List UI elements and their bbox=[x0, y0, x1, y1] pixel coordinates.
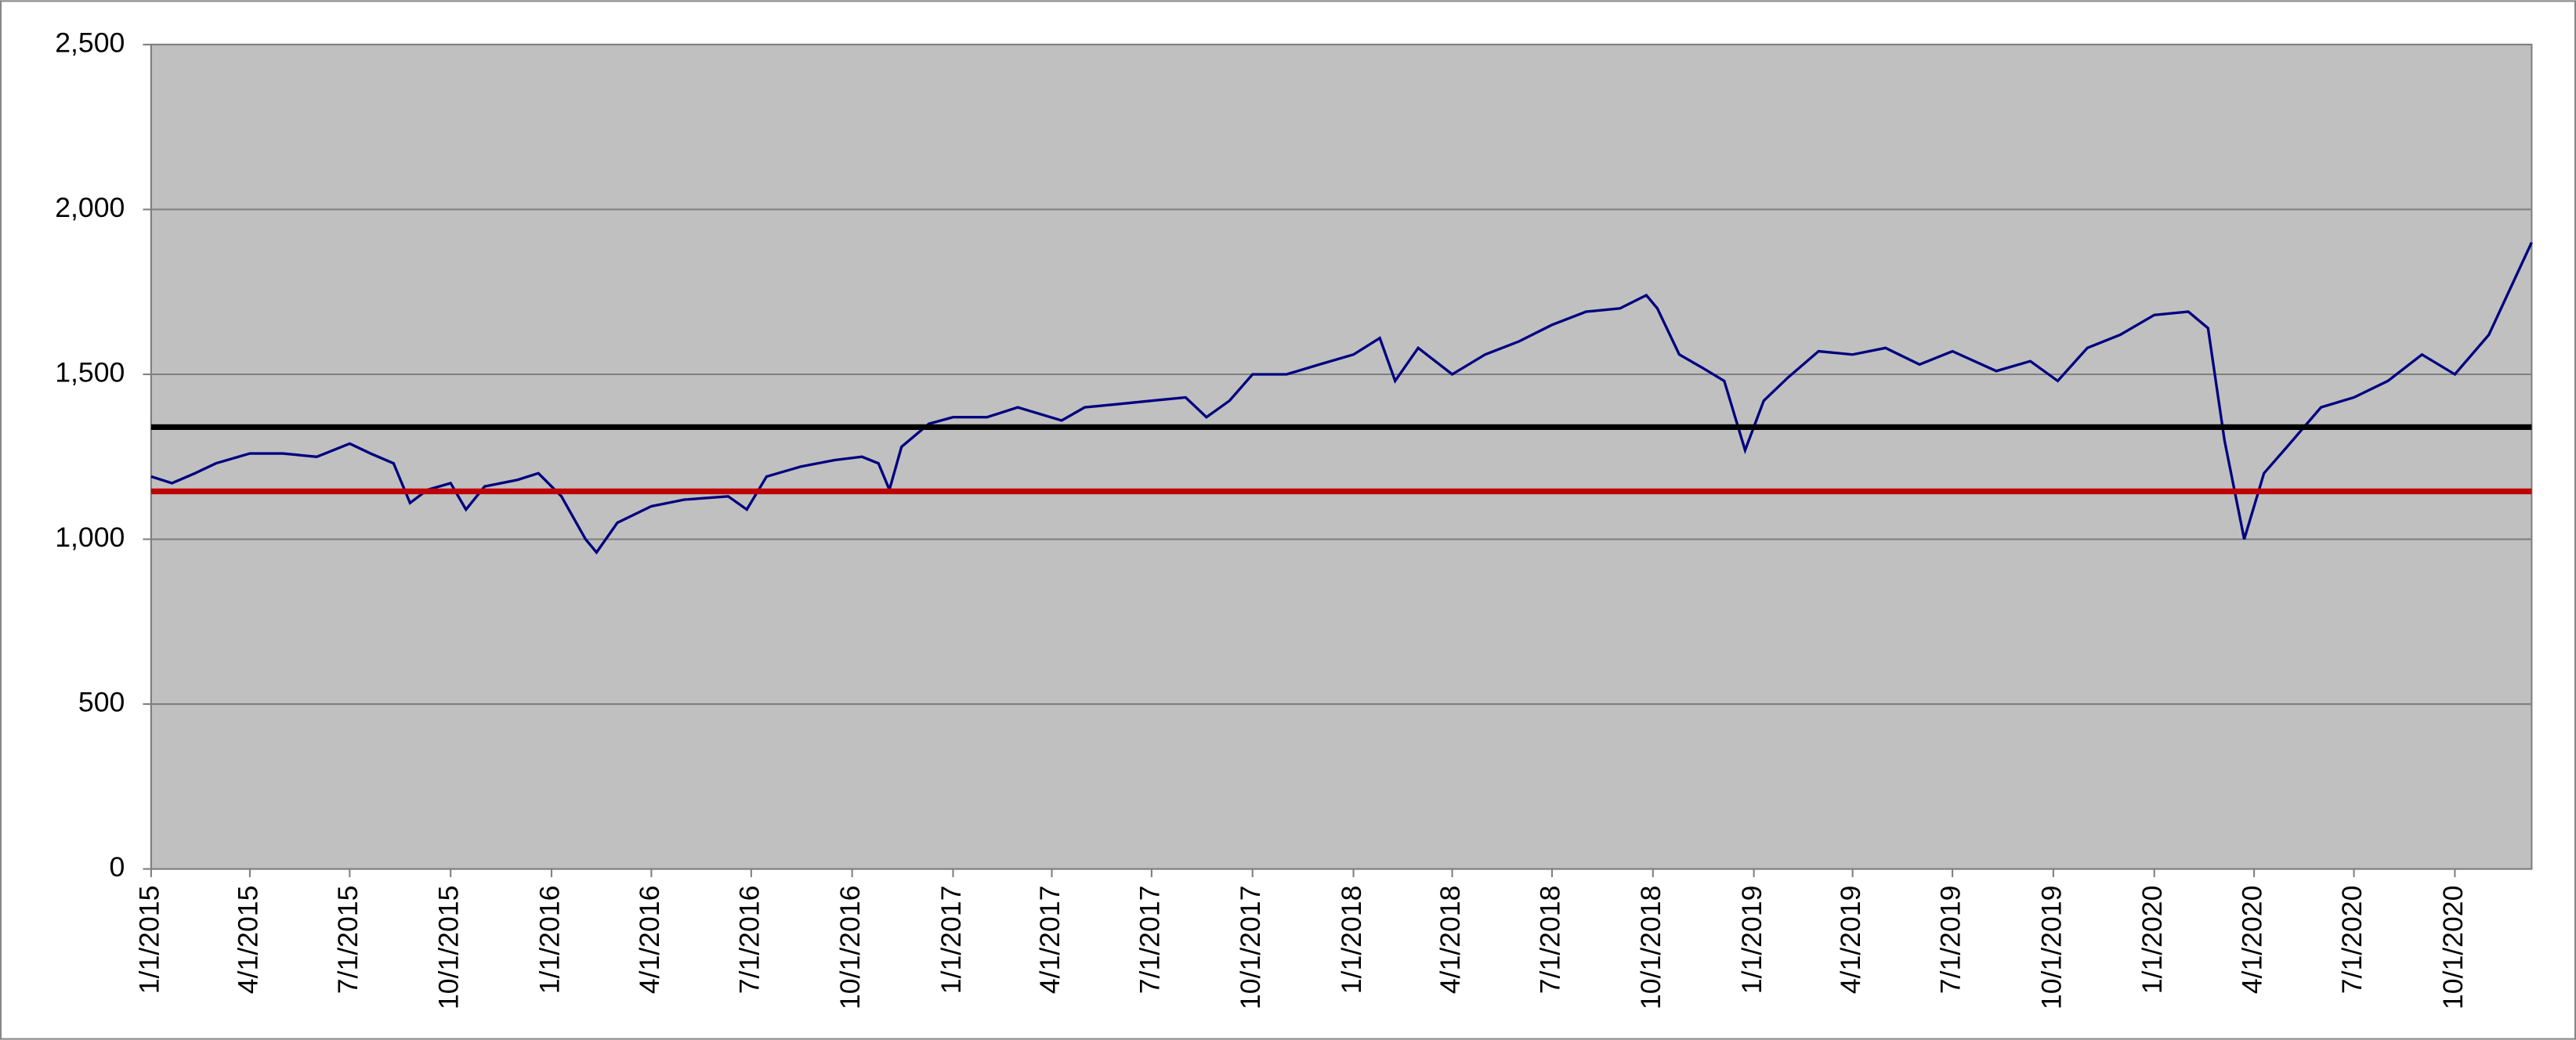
x-tick-label: 4/1/2016 bbox=[634, 886, 665, 995]
x-tick-label: 7/1/2017 bbox=[1134, 886, 1165, 995]
x-tick-label: 7/1/2018 bbox=[1534, 886, 1565, 995]
y-tick-label: 2,500 bbox=[55, 27, 125, 58]
plot-area bbox=[150, 43, 2533, 870]
x-tick-label: 10/1/2019 bbox=[2035, 886, 2067, 1010]
x-tick-label: 7/1/2020 bbox=[2336, 886, 2368, 995]
x-tick-label: 4/1/2019 bbox=[1835, 886, 1866, 995]
x-tick-label: 4/1/2020 bbox=[2237, 886, 2268, 995]
x-tick-label: 4/1/2018 bbox=[1435, 886, 1466, 995]
x-tick-label: 7/1/2016 bbox=[733, 886, 765, 995]
x-tick-label: 4/1/2017 bbox=[1034, 886, 1065, 995]
y-tick-label: 2,000 bbox=[55, 192, 125, 223]
data-line bbox=[150, 241, 2533, 555]
x-tick-label: 10/1/2015 bbox=[433, 886, 465, 1010]
x-tick-label: 1/1/2018 bbox=[1336, 886, 1367, 995]
x-tick-label: 1/1/2019 bbox=[1736, 886, 1767, 995]
x-tick-label: 7/1/2019 bbox=[1934, 886, 1966, 995]
x-tick-label: 1/1/2017 bbox=[935, 886, 967, 995]
x-tick-label: 10/1/2018 bbox=[1635, 886, 1666, 1010]
x-tick-label: 10/1/2017 bbox=[1235, 886, 1266, 1010]
x-tick-label: 1/1/2015 bbox=[133, 886, 165, 995]
y-tick-label: 0 bbox=[110, 851, 125, 883]
x-tick-label: 1/1/2020 bbox=[2136, 886, 2168, 995]
y-tick-label: 1,500 bbox=[55, 356, 125, 388]
x-tick-label: 1/1/2016 bbox=[534, 886, 565, 995]
y-tick-label: 1,000 bbox=[55, 522, 125, 553]
x-tick-label: 10/1/2016 bbox=[834, 886, 866, 1010]
x-tick-label: 4/1/2015 bbox=[232, 886, 263, 995]
x-tick-label: 10/1/2020 bbox=[2437, 886, 2469, 1010]
x-tick-label: 7/1/2015 bbox=[332, 886, 364, 995]
y-tick-label: 500 bbox=[78, 686, 125, 717]
